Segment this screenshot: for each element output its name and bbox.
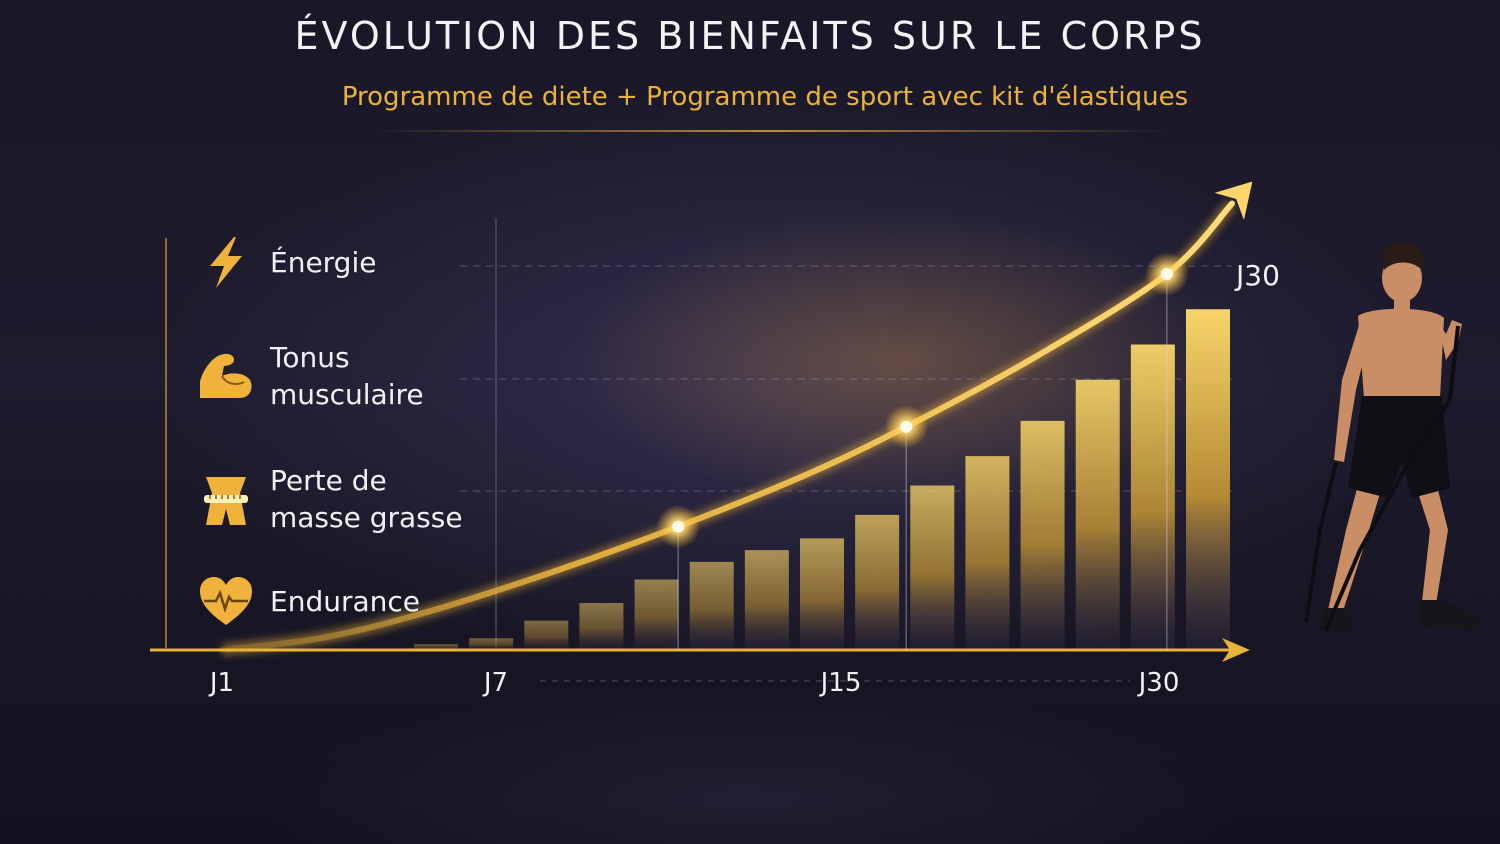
highlight-point	[900, 420, 913, 433]
bar	[1186, 309, 1230, 650]
bar	[524, 620, 569, 650]
bar	[744, 550, 789, 650]
x-tick-labels: J1 J7 J15 J30	[208, 668, 1179, 698]
x-tick-label: J30	[1137, 668, 1180, 698]
highlight-points	[656, 252, 1189, 549]
highlight-point	[1160, 268, 1173, 280]
bars	[414, 309, 1230, 650]
legend-item-perte: Perte de masse grasse	[196, 462, 463, 536]
x-axis-arrowhead	[1222, 638, 1250, 662]
bar	[1020, 420, 1065, 650]
athlete-with-resistance-band-illustration	[1304, 243, 1480, 634]
heartbeat-heart-icon	[200, 577, 252, 625]
trend-arrowhead	[1214, 181, 1253, 221]
bar	[800, 538, 844, 650]
page-title: ÉVOLUTION DES BIENFAITS SUR LE CORPS	[294, 14, 1206, 58]
legend-label: Énergie	[270, 245, 377, 279]
legend-label: Endurance	[270, 584, 420, 618]
bar	[910, 485, 955, 650]
highlight-point	[672, 520, 685, 533]
bar	[689, 561, 734, 650]
glow-dust	[570, 210, 1230, 510]
bar	[965, 456, 1010, 650]
legend-label: Perte de masse grasse	[270, 464, 463, 534]
bar	[414, 644, 458, 650]
x-tick-label: J7	[482, 668, 508, 698]
title-divider	[370, 130, 1170, 132]
legend-item-energie: Énergie	[196, 232, 376, 292]
legend-item-endurance: Endurance	[196, 571, 420, 631]
waist-measuring-tape-icon	[204, 477, 248, 525]
legend-label: Tonus musculaire	[270, 341, 424, 411]
bar	[579, 603, 624, 650]
bar	[855, 514, 900, 650]
end-label: J30	[1234, 259, 1280, 292]
page-subtitle: Programme de diete + Programme de sport …	[341, 82, 1189, 112]
bar	[469, 638, 514, 650]
trend-line	[219, 200, 1235, 653]
lightning-icon	[210, 237, 242, 288]
x-tick-label: J15	[819, 668, 862, 698]
x-tick-label: J1	[208, 668, 234, 698]
bar	[634, 579, 679, 650]
bar	[1130, 344, 1175, 650]
legend-item-tonus: Tonus musculaire	[196, 339, 424, 413]
flexed-biceps-icon	[200, 353, 252, 398]
bar	[1075, 379, 1120, 650]
